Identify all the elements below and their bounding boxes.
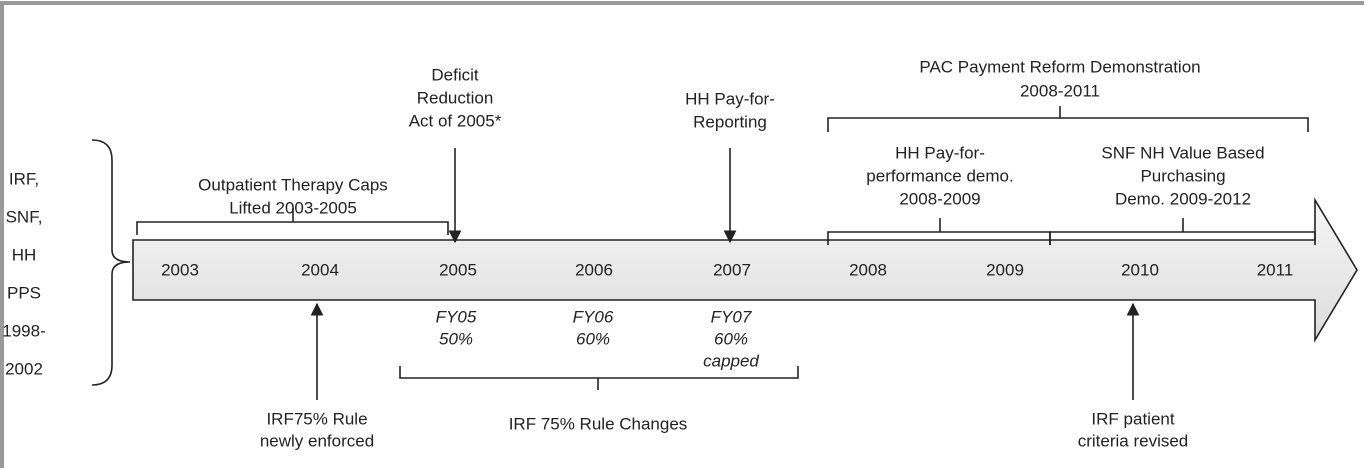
annotation: PAC Payment Reform Demonstration — [919, 57, 1200, 76]
annotation: Deficit — [431, 65, 479, 84]
annotation: Reduction — [417, 88, 494, 107]
annotation: IRF patient — [1091, 409, 1174, 428]
year-label: 2009 — [986, 260, 1024, 279]
annotation: FY06 — [573, 307, 614, 326]
annotation: Demo. 2009-2012 — [1115, 189, 1251, 208]
annotation: criteria revised — [1078, 431, 1189, 450]
side-label: SNF, — [6, 207, 43, 226]
annotation: performance demo. — [866, 166, 1013, 185]
bracket — [399, 366, 799, 390]
side-label: PPS — [7, 283, 41, 302]
side-label: HH — [12, 245, 37, 264]
side-label: 1998- — [2, 321, 45, 340]
annotation: 50% — [439, 329, 473, 348]
year-label: 2008 — [849, 260, 887, 279]
year-label: 2006 — [575, 260, 613, 279]
annotation: SNF NH Value Based — [1101, 143, 1264, 162]
annotation: 2008-2011 — [1020, 81, 1100, 100]
year-label: 2004 — [301, 260, 339, 279]
annotation: Reporting — [693, 112, 767, 131]
annotation: Lifted 2003-2005 — [229, 198, 357, 217]
year-label: 2003 — [161, 260, 199, 279]
bracket — [827, 106, 1309, 132]
annotation: FY05 — [436, 307, 477, 326]
year-label: 2010 — [1121, 260, 1159, 279]
annotation: Outpatient Therapy Caps — [198, 175, 388, 194]
bracket — [136, 208, 449, 235]
annotation: 60% — [576, 329, 610, 348]
year-label: 2005 — [439, 260, 477, 279]
left-brace — [91, 139, 131, 386]
annotation: newly enforced — [260, 431, 374, 450]
annotation: HH Pay-for- — [685, 89, 775, 108]
annotation: capped — [703, 351, 759, 370]
annotation: IRF 75% Rule Changes — [509, 414, 688, 433]
year-label: 2007 — [713, 260, 751, 279]
bracket — [1049, 218, 1316, 245]
annotation: FY07 — [711, 307, 752, 326]
year-label: 2011 — [1257, 260, 1294, 279]
annotation: Act of 2005* — [409, 111, 502, 130]
annotation: 2008-2009 — [899, 189, 980, 208]
annotation: Purchasing — [1140, 166, 1225, 185]
side-label: IRF, — [9, 169, 39, 188]
annotation: 60% — [714, 329, 748, 348]
side-label: 2002 — [5, 359, 43, 378]
annotation: IRF75% Rule — [266, 409, 367, 428]
annotation: HH Pay-for- — [895, 143, 985, 162]
